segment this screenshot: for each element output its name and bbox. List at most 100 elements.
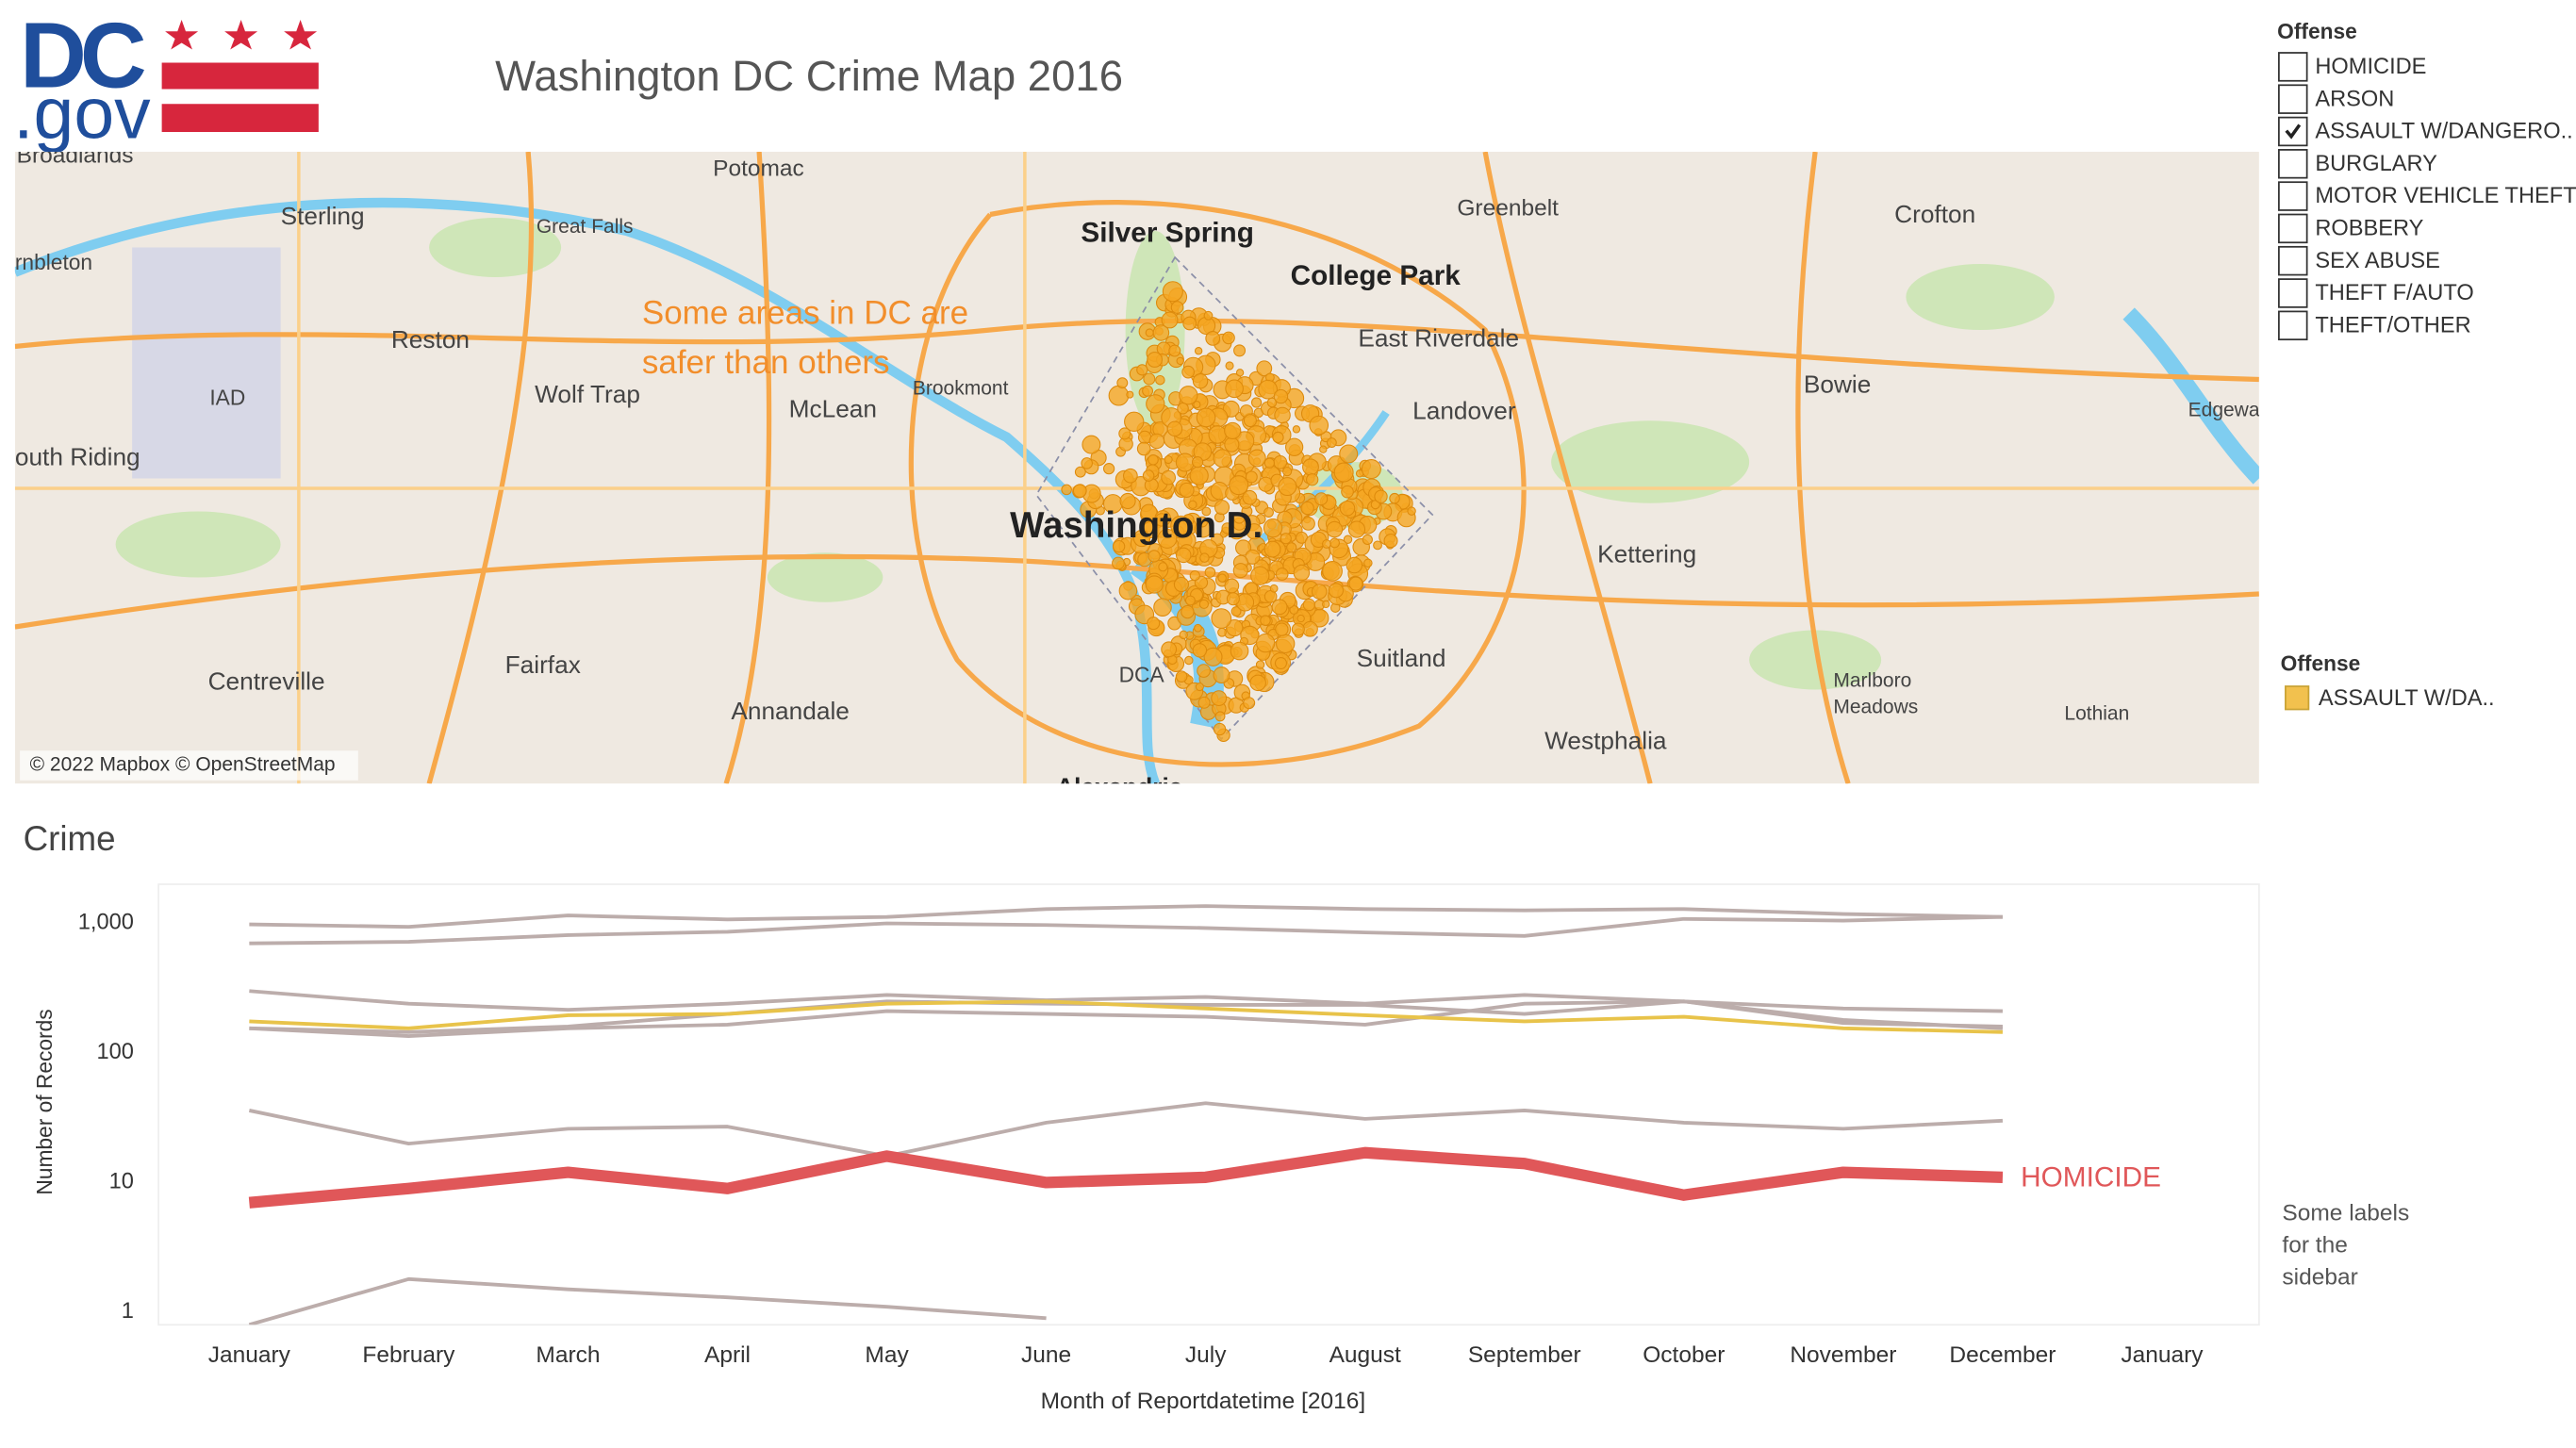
filter-label[interactable]: SEX ABUSE — [2315, 249, 2440, 273]
map-annotation: Some areas in DC are — [642, 295, 968, 332]
crime-point — [1184, 595, 1196, 606]
crime-point — [1222, 400, 1240, 418]
crime-point — [1161, 469, 1176, 485]
crime-point — [1235, 369, 1245, 377]
crime-point — [1194, 347, 1203, 355]
crime-point — [1112, 556, 1125, 570]
crime-point — [1214, 500, 1230, 516]
crime-point — [1170, 515, 1191, 536]
x-tick-label: March — [536, 1342, 600, 1368]
place-label: Great Falls — [537, 216, 634, 238]
crime-point — [1302, 458, 1319, 476]
crime-point — [1132, 529, 1151, 548]
crime-point — [1118, 581, 1138, 601]
filter-checkbox[interactable] — [2278, 310, 2308, 341]
crime-point — [1343, 535, 1353, 544]
crime-point — [1309, 415, 1329, 436]
crime-point — [1179, 630, 1188, 640]
filter-label[interactable]: MOTOR VEHICLE THEFT — [2315, 184, 2576, 208]
crime-point — [1229, 475, 1249, 496]
filter-checkbox[interactable] — [2278, 52, 2308, 82]
filter-checkbox[interactable] — [2278, 213, 2308, 244]
crime-point — [1204, 567, 1216, 578]
crime-point — [1189, 569, 1200, 582]
sidebar-text: sidebar — [2282, 1265, 2357, 1291]
crime-point — [1201, 506, 1212, 517]
crime-point — [1145, 328, 1154, 337]
filter-checkbox[interactable] — [2278, 181, 2308, 211]
crime-point — [1148, 433, 1165, 450]
crime-point — [1407, 506, 1416, 516]
crime-point — [1269, 584, 1279, 593]
crime-point — [1213, 666, 1230, 684]
place-label: DCA — [1119, 663, 1165, 687]
airport — [132, 247, 281, 479]
crime-point — [1246, 523, 1263, 540]
filter-label[interactable]: ARSON — [2315, 87, 2394, 111]
chart-title: Crime — [24, 819, 116, 858]
filter-checkbox[interactable] — [2278, 116, 2308, 147]
place-label: McLean — [789, 395, 877, 423]
crime-point — [1250, 566, 1270, 585]
crime-point — [1197, 516, 1209, 528]
crime-point — [1116, 377, 1129, 389]
crime-point — [1225, 361, 1234, 370]
place-label: Silver Spring — [1081, 217, 1254, 248]
crime-point — [1173, 576, 1189, 593]
crime-point — [1258, 379, 1278, 400]
crime-point — [1233, 512, 1246, 524]
series-line — [248, 1101, 2004, 1159]
place-label: Wolf Trap — [535, 380, 640, 408]
filter-label[interactable]: HOMICIDE — [2315, 55, 2426, 79]
legend-swatch — [2285, 685, 2310, 711]
filter-checkbox[interactable] — [2278, 278, 2308, 308]
place-label: Alexandria — [1056, 772, 1183, 800]
crime-point — [1208, 425, 1228, 444]
place-label: Greenbelt — [1457, 196, 1559, 222]
crime-point — [1224, 578, 1240, 594]
crime-point — [1143, 372, 1156, 386]
crime-point — [1152, 324, 1170, 341]
crime-point — [1154, 513, 1169, 527]
filter-label[interactable]: THEFT/OTHER — [2315, 313, 2470, 337]
filter-checkbox[interactable] — [2278, 149, 2308, 179]
place-label: Washington D. — [1010, 505, 1263, 546]
crime-point — [1181, 604, 1195, 619]
filter-label[interactable]: BURGLARY — [2315, 152, 2437, 176]
crime-point — [1263, 507, 1274, 518]
filter-checkbox[interactable] — [2278, 245, 2308, 276]
crime-point — [1224, 421, 1242, 440]
crime-point — [1255, 660, 1265, 669]
crime-point — [1256, 634, 1276, 653]
crime-point — [1147, 352, 1163, 368]
crime-point — [1272, 431, 1284, 444]
series-line — [249, 904, 2003, 930]
series-line — [249, 999, 2003, 1034]
crime-point — [1153, 598, 1172, 617]
crime-point — [1301, 517, 1315, 531]
filter-label[interactable]: ASSAULT W/DANGERO.. — [2315, 120, 2572, 144]
filter-checkbox[interactable] — [2278, 84, 2308, 114]
crime-point — [1263, 457, 1275, 469]
crime-point — [1302, 620, 1318, 637]
filter-label[interactable]: ROBBERY — [2315, 216, 2423, 240]
filter-label[interactable]: THEFT F/AUTO — [2315, 281, 2473, 305]
place-label: College Park — [1291, 260, 1461, 291]
crime-point — [1361, 459, 1381, 480]
map-annotation: safer than others — [642, 344, 890, 381]
sidebar-text: Some labels — [2282, 1200, 2409, 1226]
crime-point — [1242, 489, 1258, 505]
series-line — [248, 1276, 1047, 1325]
crime-point — [1256, 360, 1273, 377]
crime-point — [1196, 407, 1216, 428]
crime-point — [1278, 477, 1297, 497]
logo-stars — [161, 20, 319, 133]
crime-point — [1222, 331, 1235, 345]
place-label: outh Riding — [15, 442, 140, 470]
crime-point — [1249, 674, 1266, 692]
place-label: Westphalia — [1544, 726, 1667, 754]
crime-point — [1166, 420, 1183, 437]
place-label: Lothian — [2064, 702, 2129, 724]
crime-point — [1119, 492, 1136, 510]
crime-point — [1081, 457, 1093, 469]
